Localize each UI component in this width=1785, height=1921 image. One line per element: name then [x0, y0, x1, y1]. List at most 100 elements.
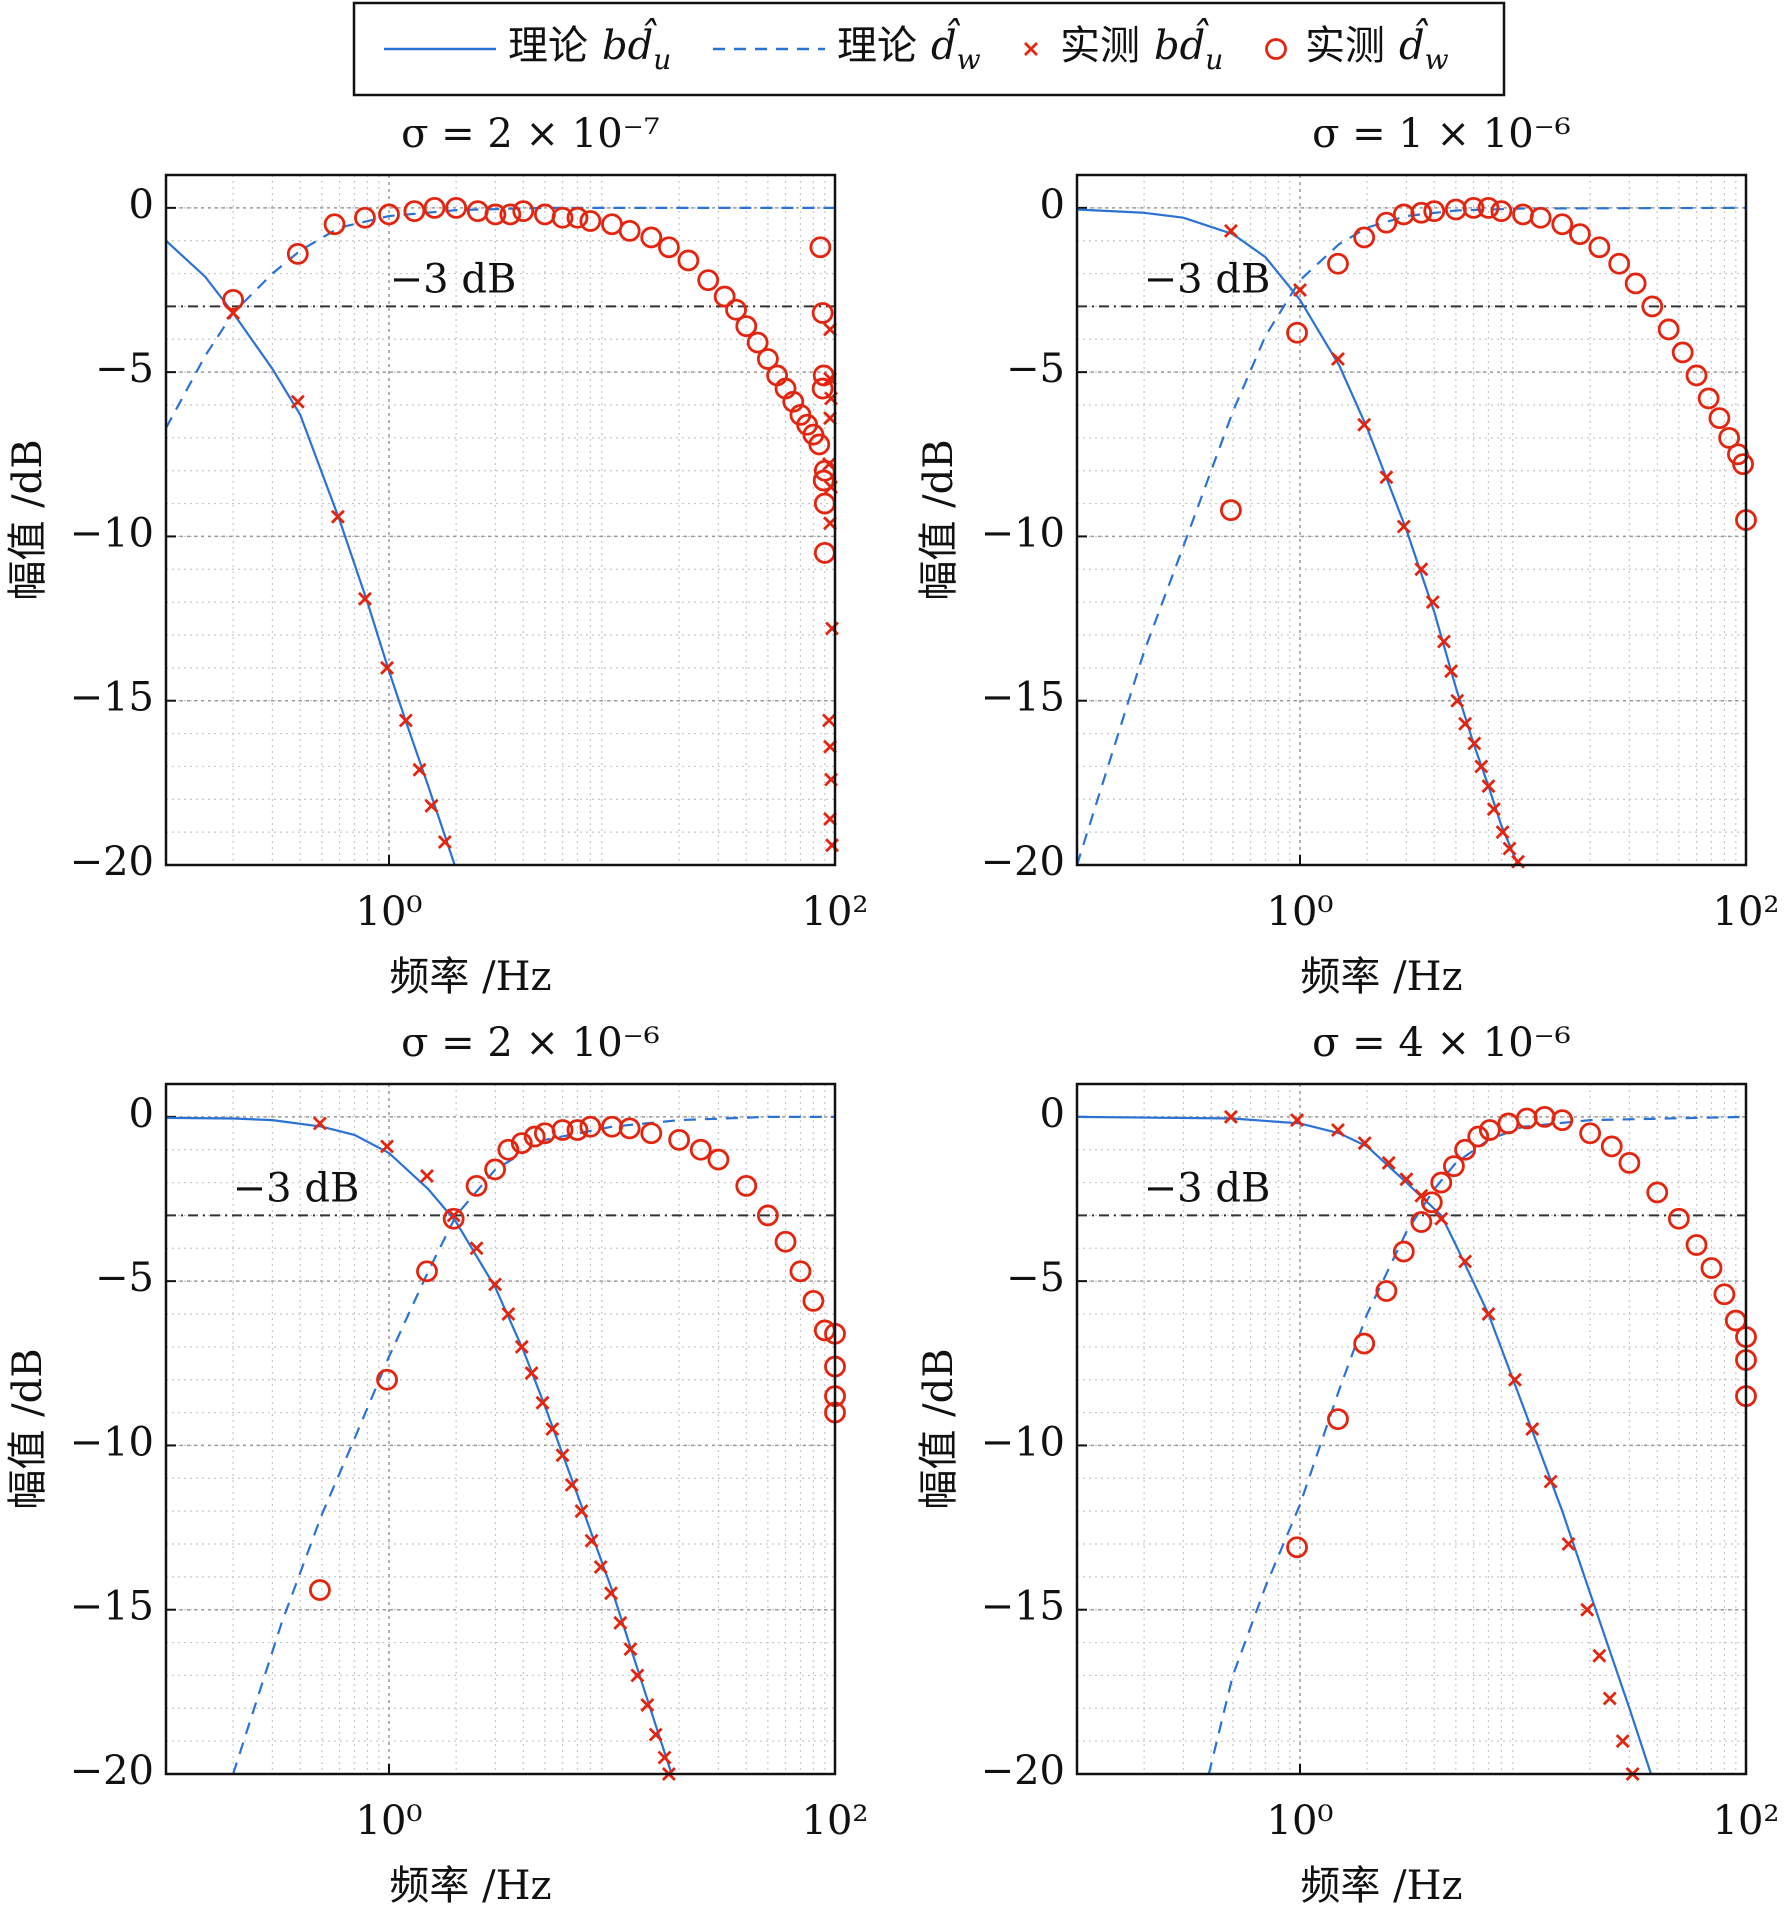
circle-marker [812, 469, 835, 492]
circle-marker [354, 206, 376, 229]
circle-marker [725, 298, 747, 321]
legend-label: 实测 bd̂u [1060, 19, 1223, 75]
axes-frame [1075, 173, 1748, 867]
x-marker [630, 1668, 645, 1683]
circle-marker [668, 1128, 691, 1151]
x-marker [1396, 519, 1411, 534]
circle-marker [1375, 1280, 1398, 1302]
circle-marker [512, 200, 535, 223]
circle-marker [1713, 1283, 1736, 1306]
x-marker [648, 1727, 663, 1742]
circle-marker [551, 206, 574, 229]
circle-marker [713, 285, 736, 308]
x-marker [1502, 841, 1517, 856]
circle-marker [523, 1125, 546, 1148]
circle-marker [746, 331, 769, 354]
x-marker [623, 1642, 638, 1657]
legend-text: 理论 [508, 23, 588, 69]
circle-marker [1641, 295, 1664, 318]
x-tick-label: 10⁰ [1267, 1798, 1334, 1844]
y-tick-label: −15 [70, 1584, 154, 1630]
x-marker [1414, 1188, 1429, 1203]
circle-marker [618, 1117, 641, 1140]
x-marker [657, 1750, 672, 1765]
x-marker [1580, 1602, 1595, 1617]
circle-marker [1646, 1181, 1669, 1204]
x-marker [822, 713, 836, 728]
x-tick-label: 10⁰ [356, 1798, 423, 1844]
x-marker [1290, 1113, 1305, 1128]
y-tick-label: −10 [981, 510, 1065, 556]
circle-marker [640, 1122, 663, 1145]
legend-label: 实测 d̂w [1305, 19, 1449, 75]
axes-frame [1075, 1082, 1748, 1776]
x-marker [290, 394, 305, 409]
legend-text: 理论 [837, 23, 917, 69]
y-tick-label: 0 [1040, 182, 1065, 228]
line [166, 239, 456, 865]
x-marker [380, 1139, 395, 1154]
circle-marker [677, 249, 700, 272]
x-axis-label: 频率 /Hz [1300, 954, 1462, 1000]
x-marker [1223, 1109, 1238, 1124]
circle-marker [510, 1132, 533, 1155]
y-tick-label: −10 [981, 1419, 1065, 1465]
circle-marker [1327, 252, 1349, 275]
x-tick-label: 10² [802, 889, 869, 935]
circle-marker [1529, 206, 1552, 229]
circle-marker [1497, 1112, 1520, 1135]
y-tick-label: −20 [70, 839, 154, 885]
circle-marker [497, 1138, 520, 1161]
circle-marker [1467, 1125, 1490, 1148]
circle-marker [813, 492, 836, 515]
x-marker [330, 509, 345, 524]
chart-title: σ = 1 × 10⁻⁶ [1312, 111, 1571, 157]
circle-marker [812, 364, 835, 387]
x-marker [564, 1477, 579, 1492]
y-tick-label: 0 [1040, 1091, 1065, 1137]
x-marker [1602, 1691, 1617, 1706]
subplot: −20 −15 −10 −5 0 10⁰ 10² −3 dB σ = 2 × 10⁻⁷ 频率 /H… [5, 111, 868, 1000]
circle-marker [1462, 196, 1485, 219]
circle-marker [1624, 272, 1647, 295]
circle-marker [1490, 200, 1513, 223]
circle-marker [403, 200, 426, 223]
plot-area [166, 1115, 835, 1774]
subplot: −20 −15 −10 −5 0 10⁰ 10² −3 dB σ = 1 × 10⁻⁶ 频率 /H… [916, 111, 1779, 1000]
x-marker [1543, 1474, 1558, 1489]
circle-marker [1618, 1151, 1641, 1174]
circle-marker [1685, 364, 1708, 387]
x-marker [1399, 1172, 1414, 1187]
x-marker [524, 1366, 539, 1381]
x-marker [1434, 1211, 1449, 1226]
circle-marker [1410, 1211, 1433, 1233]
circle-marker [809, 236, 832, 259]
circle-marker [416, 1260, 438, 1283]
legend-subscript: u [1205, 43, 1223, 76]
circle-marker [1708, 407, 1731, 430]
line [232, 1115, 835, 1774]
x-marker [1458, 1254, 1473, 1269]
y-axis-label: 幅值 /dB [916, 439, 962, 600]
y-tick-label: −15 [981, 675, 1065, 721]
reference-label: −3 dB [390, 256, 517, 302]
circle-marker [1353, 226, 1376, 249]
circle-marker [756, 1204, 779, 1227]
circle-marker [789, 1260, 812, 1283]
circle-marker [1420, 1191, 1443, 1214]
legend-text: 实测 [1060, 23, 1140, 69]
x-marker [574, 1504, 589, 1519]
legend-symbol: d̂ [1399, 19, 1429, 69]
x-marker [593, 1560, 608, 1574]
x-marker [640, 1698, 655, 1712]
x-marker [825, 838, 840, 853]
circle-marker [1375, 211, 1398, 234]
x-marker [545, 1422, 560, 1436]
legend-text: 实测 [1305, 23, 1385, 69]
circle-marker [466, 200, 489, 223]
circle-marker [484, 203, 507, 226]
circle-marker [735, 315, 758, 338]
x-marker [1495, 825, 1510, 840]
legend-label: 理论 bd̂u [508, 19, 671, 75]
circle-marker [1588, 236, 1611, 259]
